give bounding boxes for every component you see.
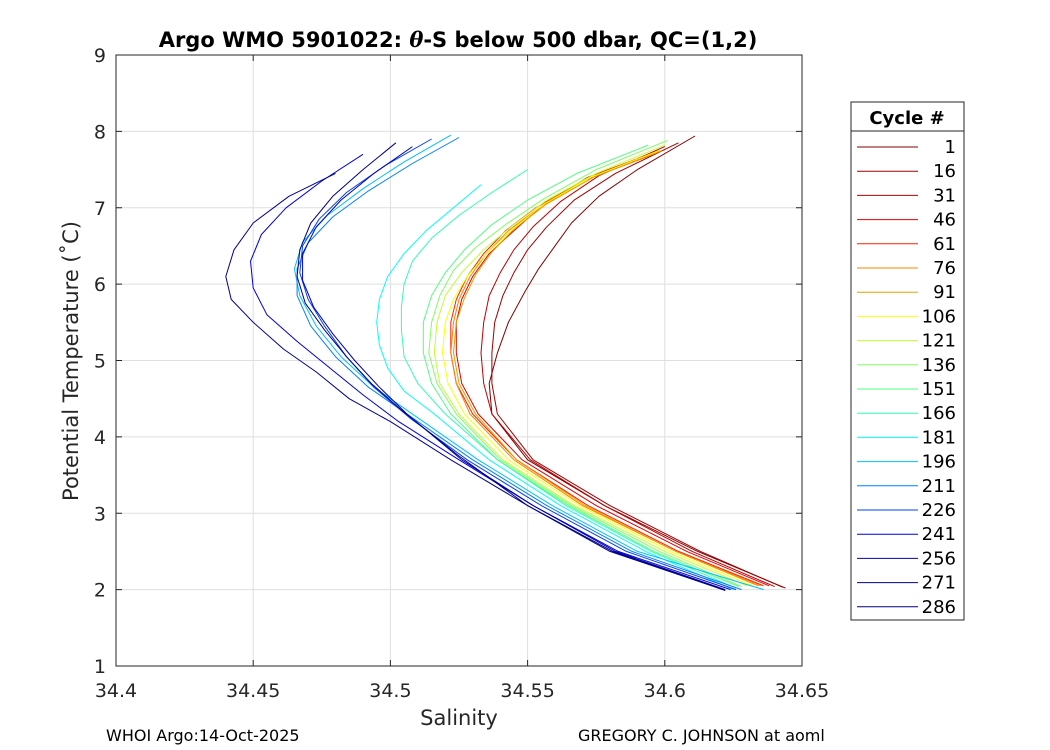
legend-label: 166 [922, 403, 956, 424]
series-line-cycle-121 [433, 144, 748, 587]
series-lines [225, 134, 786, 591]
y-axis-label: Potential Temperature (˚C) [59, 221, 83, 501]
chart-title: Argo WMO 5901022: θ-S below 500 dbar, QC… [159, 27, 758, 52]
legend-label: 226 [922, 500, 956, 521]
y-tick-label: 3 [94, 503, 106, 525]
series-line-cycle-271 [225, 172, 726, 591]
series-line-cycle-91 [453, 150, 759, 587]
series-line-cycle-136 [428, 140, 742, 588]
y-tick-label: 1 [94, 656, 106, 678]
y-tick-label: 6 [94, 274, 106, 296]
series-line-cycle-76 [450, 152, 761, 587]
x-tick-label: 34.6 [644, 680, 686, 702]
series-line-cycle-286 [296, 142, 726, 591]
y-tick-label: 2 [94, 580, 106, 602]
x-tick-label: 34.65 [775, 680, 829, 702]
axis-ticks: 34.4 34.45 34.5 34.55 34.6 34.65 1 2 3 4 5 6 7 8 9 [94, 45, 829, 702]
legend-box [850, 101, 965, 621]
series-line-cycle-196 [293, 134, 764, 591]
series-line-cycle-151 [422, 144, 740, 588]
y-tick-label: 9 [94, 45, 106, 67]
legend-title: Cycle # [869, 108, 944, 129]
legend-label: 16 [933, 161, 956, 182]
legend-label: 106 [922, 306, 956, 327]
legend-label: 1 [945, 137, 956, 158]
legend-label: 256 [922, 548, 956, 569]
series-line-cycle-226 [299, 138, 737, 591]
legend-label: 136 [922, 355, 956, 376]
x-tick-label: 34.45 [226, 680, 280, 702]
legend-items: 1 16 31 46 61 76 91 106 121 136 151 166 181 196 211 226… [857, 137, 956, 618]
x-tick-label: 34.5 [369, 680, 411, 702]
legend-label: 241 [922, 524, 956, 545]
legend-label: 46 [933, 210, 956, 231]
legend-label: 31 [933, 185, 956, 206]
grid [116, 55, 802, 666]
x-axis-label: Salinity [420, 706, 498, 730]
x-tick-label: 34.4 [95, 680, 137, 702]
legend-label: 181 [922, 427, 956, 448]
footer-left: WHOI Argo:14-Oct-2025 [106, 726, 300, 745]
legend-label: 61 [933, 234, 956, 255]
x-tick-label: 34.55 [500, 680, 554, 702]
series-line-cycle-106 [442, 150, 753, 587]
legend-label: 121 [922, 331, 956, 352]
legend-label: 211 [922, 476, 956, 497]
legend-label: 196 [922, 452, 956, 473]
series-line-cycle-256 [302, 146, 726, 591]
y-tick-label: 8 [94, 121, 106, 143]
series-line-cycle-166 [400, 169, 737, 589]
series-line-cycle-31 [480, 146, 775, 588]
legend-label: 76 [933, 258, 956, 279]
legend-label: 151 [922, 379, 956, 400]
series-line-cycle-211 [296, 137, 742, 591]
series-line-cycle-16 [491, 142, 783, 588]
footer-right: GREGORY C. JOHNSON at aoml [578, 726, 825, 745]
y-tick-label: 4 [94, 427, 106, 449]
series-line-cycle-181 [376, 184, 734, 591]
legend-label: 286 [922, 597, 956, 618]
legend-label: 271 [922, 573, 956, 594]
y-tick-label: 7 [94, 198, 106, 220]
y-tick-label: 5 [94, 351, 106, 373]
legend-label: 91 [933, 282, 956, 303]
legend: Cycle # 11631466176911061211361511661811… [850, 101, 965, 621]
